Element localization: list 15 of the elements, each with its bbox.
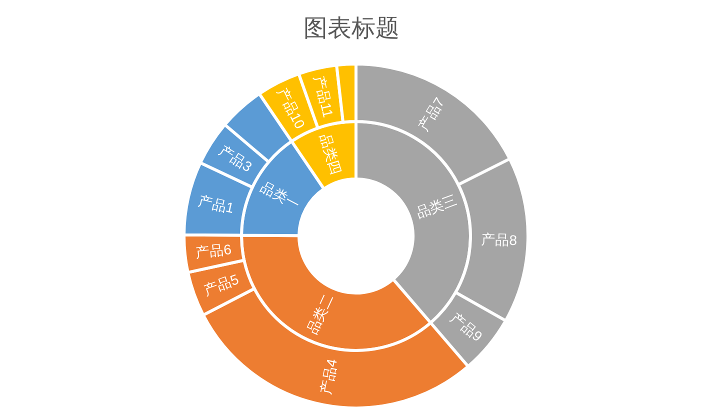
slice-label: 产品1 <box>197 192 236 216</box>
slice-label: 产品10 <box>274 85 308 132</box>
slice-label: 品类二 <box>304 291 336 336</box>
slice-label: 产品5 <box>202 270 241 298</box>
slice-label: 产品9 <box>448 309 486 345</box>
slice-label: 产品3 <box>216 142 256 176</box>
slice-label: 产品6 <box>194 240 232 261</box>
slice-label: 产品4 <box>317 357 340 396</box>
chart-title: 图表标题 <box>302 14 400 44</box>
slice-label: 品类一 <box>258 178 303 213</box>
slice-label: 产品8 <box>481 231 518 248</box>
slice-label: 产品11 <box>311 74 336 120</box>
slice-label: 品类三 <box>414 191 459 221</box>
slice-label: 产品7 <box>415 94 448 134</box>
slice-label: 品类四 <box>316 132 345 176</box>
